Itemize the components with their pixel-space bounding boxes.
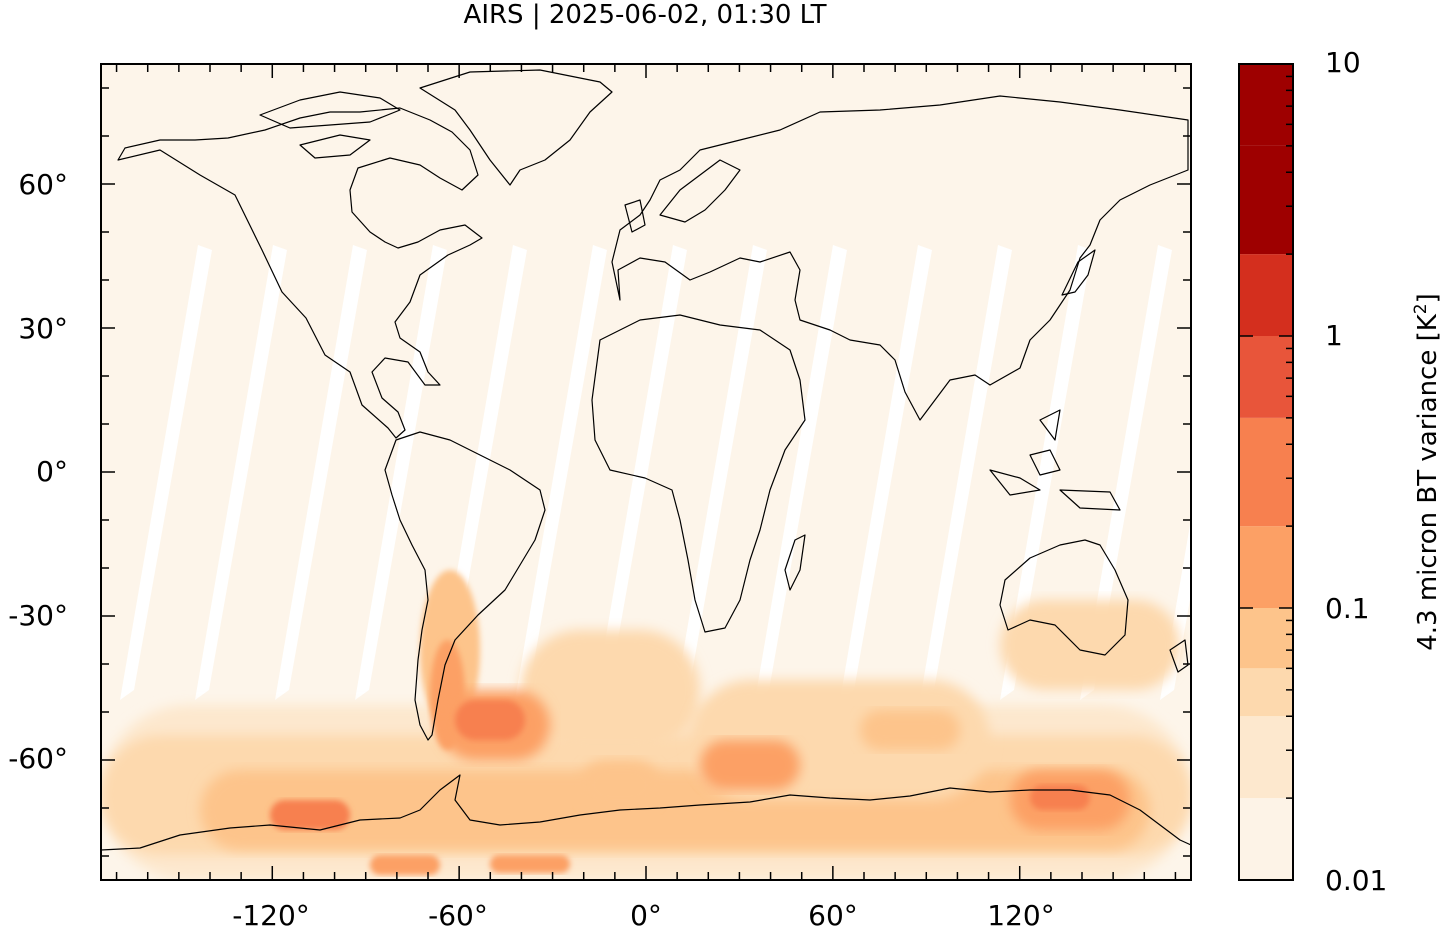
colorbar-band [1239,145,1293,255]
coast-antarctica [101,774,1191,851]
orbit-gap [840,245,932,700]
y-axis-labels: 60° 30° 0° -30° -60° [8,168,68,775]
y-tick-label: 60° [18,168,68,201]
y-tick-label: 0° [36,455,68,488]
coastlines [101,69,1191,851]
orbit-gap [120,245,212,700]
coast-eurasia [611,95,1189,421]
coast-south-america [384,431,546,741]
coast-indonesia [989,409,1121,511]
coast-new-zealand [1169,639,1189,673]
x-axis-labels: -120° -60° 0° 60° 120° [232,899,1055,930]
colorbar-tick-label: 10 [1325,46,1361,79]
variance-patch [700,740,800,790]
colorbar-tick-label: 1 [1325,319,1343,352]
orbit-gap [920,245,1012,700]
coast-arctic-islands [259,91,401,159]
colorbar-tick-label: 0.01 [1325,864,1387,897]
colorbar [1239,64,1293,880]
colorbar-band [1239,254,1293,336]
colorbar-label: 4.3 micron BT variance [K2] [1411,293,1442,651]
x-tick-label: 0° [630,899,662,930]
colorbar-ticks [1239,63,1293,881]
variance-patch [490,855,570,873]
variance-patch [455,700,525,740]
orbit-gap [195,245,287,700]
colorbar-tick-label: 0.1 [1325,592,1370,625]
colorbar-band [1239,798,1293,880]
coast-madagascar [784,534,806,591]
coast-australia [999,539,1129,656]
orbit-gap [675,245,767,700]
colorbar-tick-labels: 10 1 0.1 0.01 [1325,46,1387,897]
coast-africa [591,314,806,633]
colorbar-band [1239,336,1293,418]
x-tick-label: -120° [232,899,310,930]
orbit-gap [275,245,367,700]
y-tick-label: -60° [8,742,68,775]
orbit-gap [355,245,447,700]
coast-greenland [419,69,613,186]
map-title: AIRS | 2025-06-02, 01:30 LT [463,0,827,30]
y-tick-label: -30° [8,599,68,632]
orbit-gap [1080,245,1172,700]
variance-patch [370,855,440,875]
colorbar-frame [1238,63,1294,881]
colorbar-band [1239,64,1293,146]
colorbar-band [1239,668,1293,717]
variance-patch [580,760,660,810]
variance-patch [860,710,960,750]
map-panel [101,64,1191,880]
orbit-gaps [120,245,1191,700]
variance-patch [1000,600,1180,690]
variance-patch [270,800,350,830]
orbit-gap [755,245,847,700]
x-tick-label: 60° [808,899,858,930]
coast-britain [624,199,646,233]
colorbar-band [1239,608,1293,669]
y-tick-label: 30° [18,312,68,345]
colorbar-band [1239,716,1293,799]
orbit-gap [1000,245,1092,700]
x-tick-label: 120° [987,899,1054,930]
coast-scandinavia [659,159,741,223]
x-tick-label: -60° [428,899,488,930]
orbit-gap [595,245,687,700]
variance-patch [520,630,700,750]
axis-ticks [101,64,1191,880]
variance-field [101,570,1191,880]
colorbar-band [1239,417,1293,527]
coast-north-america [117,107,483,439]
colorbar-band [1239,526,1293,608]
orbit-gap [515,245,607,700]
coast-japan [1061,249,1096,296]
variance-patch [1030,785,1090,810]
